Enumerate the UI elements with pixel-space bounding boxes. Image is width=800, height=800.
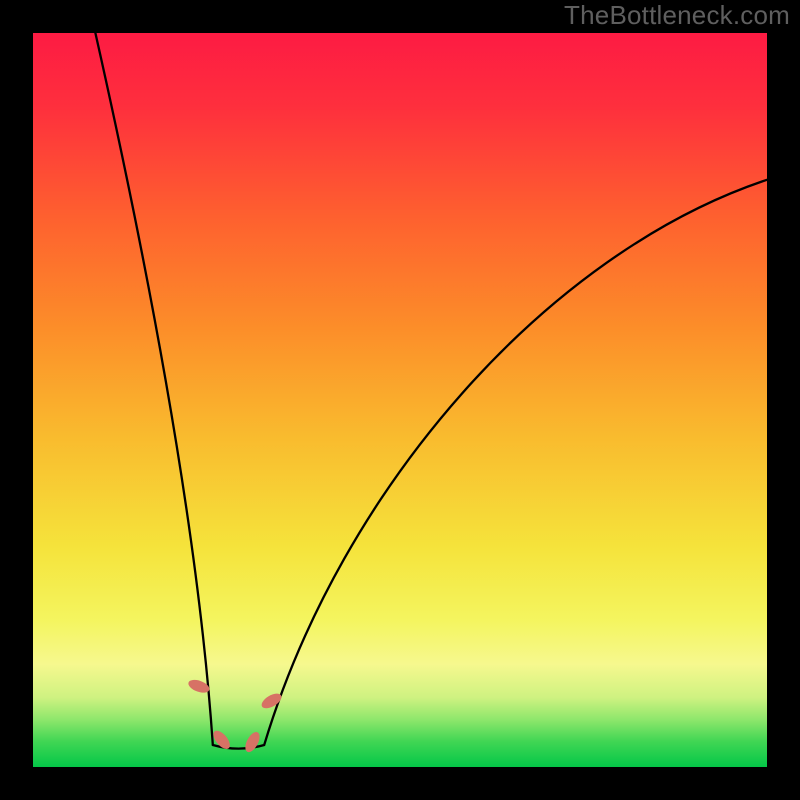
plot-background [33,33,767,767]
stage: TheBottleneck.com [0,0,800,800]
bottleneck-plot [0,0,800,800]
watermark-text: TheBottleneck.com [564,0,790,31]
